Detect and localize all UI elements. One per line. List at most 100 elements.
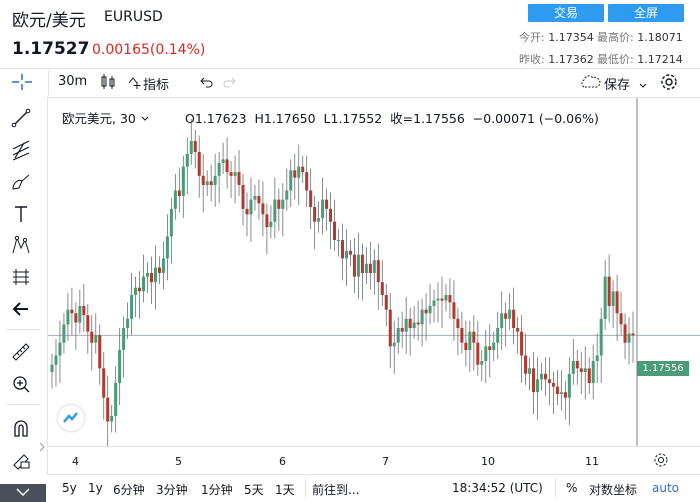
candle-body <box>217 163 221 176</box>
range-1d[interactable]: 1天 <box>275 483 295 497</box>
candle-body <box>384 295 388 310</box>
candle-body <box>185 153 189 167</box>
candle-body <box>317 218 321 222</box>
candle-body <box>201 175 205 185</box>
candle-body <box>153 267 157 283</box>
left-toolbar-sep <box>6 329 40 330</box>
candle-body <box>623 324 627 343</box>
candle-body <box>356 254 360 277</box>
stat-open-value: 1.17354 <box>548 31 594 44</box>
range-5y[interactable]: 5y <box>62 481 77 495</box>
collapse-toolbar-button[interactable] <box>0 484 46 502</box>
candle-body <box>587 368 591 383</box>
range-1y[interactable]: 1y <box>88 481 103 495</box>
brush-icon[interactable] <box>8 170 34 194</box>
candle-body <box>520 331 524 356</box>
candle-body <box>58 342 62 356</box>
time-axis-divider <box>48 446 700 447</box>
magnet-more-icon[interactable] <box>38 438 46 452</box>
candle-body <box>126 318 130 328</box>
chevron-down-icon[interactable] <box>638 76 648 88</box>
crosshair-icon[interactable] <box>10 72 34 92</box>
candle-body <box>416 322 420 325</box>
candle-body <box>607 276 611 306</box>
interval-button[interactable]: 30m <box>58 74 88 89</box>
candle-body <box>173 190 177 209</box>
range-3min[interactable]: 3分钟 <box>156 483 188 497</box>
candle-body <box>468 331 472 350</box>
goto-date-button[interactable]: 前往到... <box>312 483 360 497</box>
candle-body <box>205 181 209 185</box>
legend-close: 收=1.17556 <box>390 111 465 126</box>
candle-body <box>528 368 532 374</box>
pattern-icon[interactable] <box>8 233 34 257</box>
log-scale-toggle[interactable]: 对数坐标 <box>589 483 638 497</box>
candles-icon[interactable] <box>98 72 118 92</box>
candle-body <box>532 368 536 393</box>
candle-body <box>165 236 169 259</box>
undo-icon[interactable] <box>198 74 214 90</box>
axis-settings-gear-icon[interactable] <box>652 451 670 469</box>
percent-toggle[interactable]: % <box>566 481 578 495</box>
legend-low: L1.17552 <box>323 111 383 126</box>
candle-body <box>344 251 348 259</box>
candle-body <box>392 342 396 347</box>
candle-body <box>157 267 161 273</box>
candle-body <box>261 203 265 215</box>
indicators-button[interactable]: 指标 <box>143 78 170 93</box>
auto-scale-toggle[interactable]: auto <box>652 481 680 495</box>
stat-prev-close-label: 昨收: <box>519 53 545 66</box>
candle-body <box>563 392 567 398</box>
candle-body <box>452 302 456 319</box>
gear-icon[interactable] <box>658 71 680 93</box>
candle-body <box>301 166 305 173</box>
magnet-icon[interactable] <box>8 416 34 440</box>
candle-body <box>253 196 257 200</box>
zoom-in-icon[interactable] <box>8 372 34 396</box>
ruler-icon[interactable] <box>8 340 34 364</box>
range-5d[interactable]: 5天 <box>244 483 264 497</box>
candle-body <box>595 355 599 361</box>
candle-body <box>476 342 480 365</box>
text-tool-icon[interactable] <box>8 202 34 226</box>
forecast-icon[interactable] <box>8 265 34 289</box>
candle-body <box>277 199 281 209</box>
candle-body <box>599 318 603 356</box>
candle-body <box>543 373 547 380</box>
candle-body <box>404 318 408 332</box>
candle-body <box>213 175 217 185</box>
fullscreen-button[interactable]: 全屏 <box>608 4 684 22</box>
candle-body <box>360 254 364 273</box>
redo-icon[interactable] <box>222 74 238 90</box>
candle-body <box>492 342 496 350</box>
lock-drawing-icon[interactable] <box>8 448 34 472</box>
clock-time: 18:34:52 (UTC) <box>452 481 543 495</box>
bottom-divider <box>48 474 700 475</box>
candle-body <box>209 181 213 185</box>
tradingview-logo[interactable] <box>58 405 84 431</box>
candle-body <box>86 315 90 332</box>
stat-low-label: 最低价: <box>597 53 634 66</box>
trade-button[interactable]: 交易 <box>528 4 604 22</box>
candle-body <box>118 350 122 383</box>
cloud-icon[interactable] <box>579 74 601 90</box>
candle-body <box>615 291 619 314</box>
candle-body <box>539 373 543 380</box>
candle-body <box>134 287 138 295</box>
pitchfork-icon[interactable] <box>8 138 34 162</box>
legend-chevron-icon[interactable] <box>140 115 150 123</box>
indicator-plus-icon[interactable] <box>126 74 142 90</box>
candle-body <box>496 328 500 343</box>
back-arrow-icon[interactable] <box>8 297 34 321</box>
candle-body <box>177 190 181 196</box>
candle-body <box>559 392 563 394</box>
candle-body <box>325 199 329 209</box>
range-6min[interactable]: 6分钟 <box>113 483 145 497</box>
x-tick-label: 10 <box>481 455 495 468</box>
price-chart[interactable] <box>48 98 700 446</box>
trend-line-icon[interactable] <box>8 106 34 130</box>
range-1min[interactable]: 1分钟 <box>201 483 233 497</box>
candle-body <box>98 335 102 369</box>
save-button[interactable]: 保存 <box>604 78 631 93</box>
candle-body <box>547 379 551 383</box>
